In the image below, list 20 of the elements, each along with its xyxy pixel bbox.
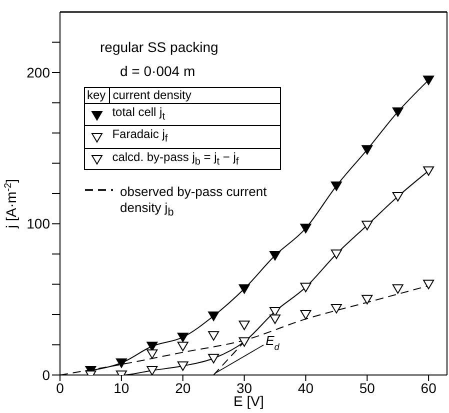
y-tick-label: 0 [42, 366, 50, 383]
text: regular SS packing [100, 39, 218, 55]
x-tick-label: 10 [114, 380, 130, 396]
legend-label: Faradaic j$_{f}$ [112, 127, 168, 145]
x-tick-label: 20 [175, 380, 191, 396]
x-axis-title: E [V] [234, 393, 264, 409]
y-tick-label: 100 [26, 216, 50, 232]
x-tick-label: 40 [298, 380, 314, 396]
legend-label: observed by-pass current density j$_{b}$ [120, 184, 267, 219]
y-tick-label: 200 [26, 64, 50, 80]
legend-label: calcd. by-pass j$_{b}$ = j$_{t}$ − j$_{f}$ [112, 150, 239, 168]
x-tick-label: 50 [359, 380, 376, 396]
legend-label: total cell j$_{t}$ [112, 105, 165, 122]
legend-title: current density [112, 88, 192, 102]
x-tick-label: 60 [420, 380, 437, 396]
x-tick-label: 30 [236, 380, 252, 396]
text: d = 0·004 m [120, 63, 196, 79]
annotation: key [87, 88, 106, 102]
x-tick-label: 0 [56, 380, 64, 396]
annotation: E$_{d}$ [266, 333, 280, 352]
